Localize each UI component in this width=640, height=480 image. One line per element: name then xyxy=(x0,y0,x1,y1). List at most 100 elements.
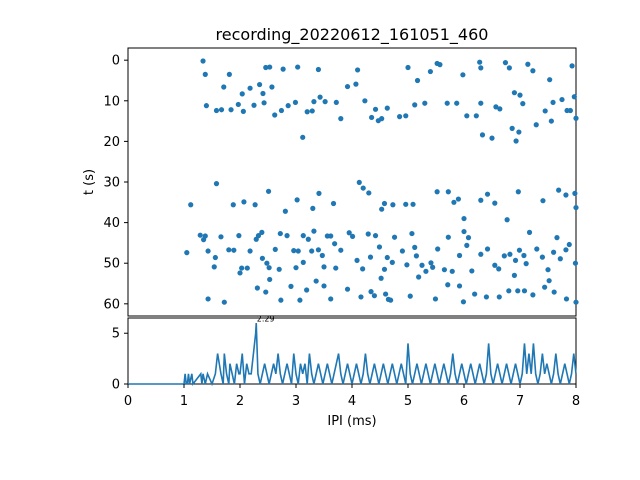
raster-point xyxy=(297,297,303,303)
raster-point xyxy=(231,247,237,253)
raster-point xyxy=(521,252,527,259)
raster-point xyxy=(300,134,306,140)
raster-point xyxy=(412,244,418,250)
raster-point xyxy=(288,283,294,289)
raster-point xyxy=(311,99,317,105)
raster-point xyxy=(328,296,334,302)
raster-point xyxy=(533,122,539,128)
raster-point xyxy=(523,261,529,267)
raster-point xyxy=(399,248,405,254)
raster-point xyxy=(267,276,273,283)
raster-point xyxy=(367,254,374,260)
raster-point xyxy=(300,259,306,265)
raster-point xyxy=(333,99,339,106)
raster-point xyxy=(261,100,267,106)
raster-point xyxy=(455,196,461,202)
raster-y-tick-label: 60 xyxy=(103,297,120,312)
raster-point xyxy=(534,246,540,252)
raster-point xyxy=(567,107,574,114)
raster-point xyxy=(509,125,515,131)
raster-point xyxy=(511,272,517,278)
raster-point xyxy=(506,65,512,71)
raster-point xyxy=(353,81,359,87)
raster-point xyxy=(478,197,484,203)
raster-point xyxy=(461,228,467,235)
raster-point xyxy=(221,299,227,305)
raster-point xyxy=(311,228,317,234)
raster-point xyxy=(539,254,546,260)
raster-point xyxy=(239,265,245,271)
raster-point xyxy=(557,256,563,262)
raster-point xyxy=(492,200,498,206)
raster-point xyxy=(472,291,478,297)
raster-point xyxy=(464,113,470,119)
raster-point xyxy=(265,188,272,194)
raster-title: recording_20220612_161051_460 xyxy=(216,25,489,45)
raster-point xyxy=(516,247,523,253)
raster-point xyxy=(254,285,260,291)
raster-point xyxy=(315,66,321,73)
histogram-y-tick-label: 0 xyxy=(112,378,120,393)
raster-point xyxy=(218,234,224,240)
raster-point xyxy=(407,293,413,299)
raster-point xyxy=(383,291,389,297)
raster-point xyxy=(278,297,284,303)
raster-point xyxy=(381,266,388,272)
raster-point xyxy=(272,112,278,118)
histogram-x-tick-label: 1 xyxy=(180,394,188,409)
raster-point xyxy=(434,189,440,195)
raster-point xyxy=(389,259,395,265)
raster-point xyxy=(284,233,290,239)
raster-point xyxy=(264,260,270,266)
raster-point xyxy=(496,294,502,300)
raster-point xyxy=(497,106,503,112)
raster-y-label: t (s) xyxy=(82,169,97,195)
raster-point xyxy=(310,205,316,211)
raster-y-tick-label: 0 xyxy=(112,54,120,69)
raster-point xyxy=(372,106,379,112)
raster-point xyxy=(247,85,253,91)
raster-point xyxy=(540,198,546,204)
raster-point xyxy=(461,215,467,222)
raster-point xyxy=(304,287,310,293)
raster-point xyxy=(228,107,234,113)
raster-point xyxy=(572,260,579,266)
raster-point xyxy=(321,264,327,270)
raster-point xyxy=(504,217,510,223)
raster-point xyxy=(344,286,351,292)
raster-point xyxy=(304,109,310,115)
raster-point xyxy=(460,299,467,305)
raster-point xyxy=(360,185,366,191)
raster-point xyxy=(547,77,553,83)
raster-point xyxy=(513,138,519,144)
raster-point xyxy=(464,242,470,248)
raster-point xyxy=(545,267,551,273)
raster-point xyxy=(460,72,466,78)
raster-point xyxy=(260,90,266,97)
raster-point xyxy=(525,61,531,67)
raster-point xyxy=(295,64,301,70)
raster-point xyxy=(313,278,319,284)
raster-point xyxy=(263,289,269,295)
raster-point xyxy=(338,247,344,253)
raster-point xyxy=(205,248,211,254)
raster-point xyxy=(479,132,486,138)
raster-point xyxy=(294,197,300,203)
raster-point xyxy=(428,260,434,266)
raster-point xyxy=(437,62,443,68)
histogram-x-tick-label: 8 xyxy=(572,394,580,409)
raster-point xyxy=(349,233,356,240)
raster-point xyxy=(211,264,217,270)
raster-point xyxy=(236,233,242,239)
raster-point xyxy=(240,108,246,114)
raster-point xyxy=(266,265,272,271)
raster-point xyxy=(365,231,371,237)
raster-point xyxy=(515,288,521,294)
raster-point xyxy=(378,275,384,281)
raster-point xyxy=(285,103,291,109)
raster-point xyxy=(252,202,258,208)
raster-point xyxy=(205,296,211,302)
raster-point xyxy=(257,81,263,88)
raster-point xyxy=(381,200,388,207)
